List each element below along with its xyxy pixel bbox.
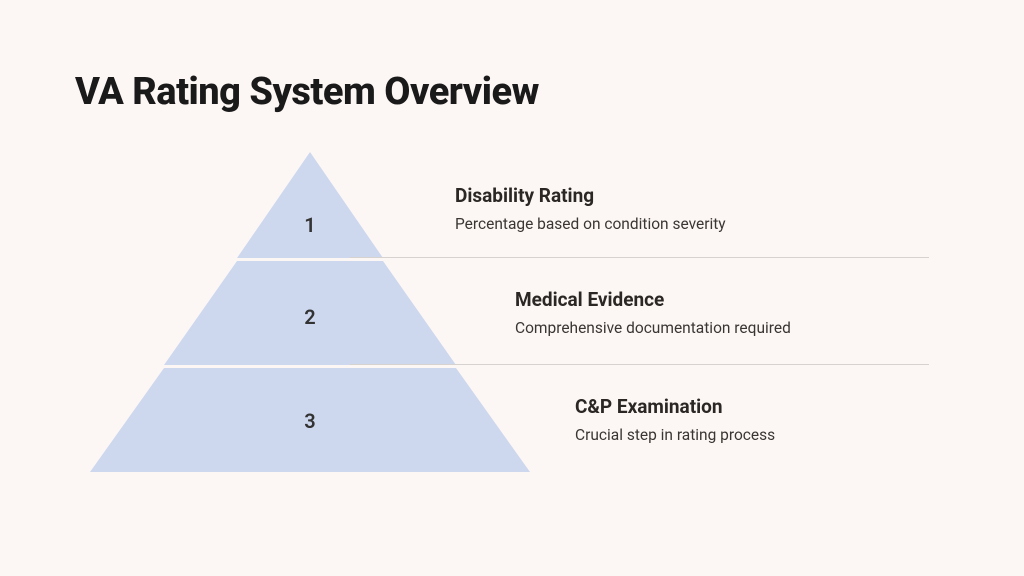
level-title: Medical Evidence xyxy=(515,288,791,311)
pyramid-diagram: 1 2 3 Disability Rating Percentage based… xyxy=(75,152,949,492)
level-title: Disability Rating xyxy=(455,184,726,207)
pyramid-number-3: 3 xyxy=(304,409,315,433)
pyramid-number-1: 1 xyxy=(304,213,315,237)
page-title: VA Rating System Overview xyxy=(75,70,949,114)
pyramid-labels: Disability Rating Percentage based on co… xyxy=(350,152,929,472)
level-row-1: Disability Rating Percentage based on co… xyxy=(350,152,929,258)
level-row-3: C&P Examination Crucial step in rating p… xyxy=(350,365,929,472)
level-text-1: Disability Rating Percentage based on co… xyxy=(455,184,726,233)
level-text-3: C&P Examination Crucial step in rating p… xyxy=(575,395,775,444)
level-desc: Comprehensive documentation required xyxy=(515,319,791,337)
level-desc: Crucial step in rating process xyxy=(575,426,775,444)
level-text-2: Medical Evidence Comprehensive documenta… xyxy=(515,288,791,337)
level-desc: Percentage based on condition severity xyxy=(455,215,726,233)
level-row-2: Medical Evidence Comprehensive documenta… xyxy=(350,258,929,365)
pyramid-number-2: 2 xyxy=(304,305,315,329)
level-title: C&P Examination xyxy=(575,395,775,418)
